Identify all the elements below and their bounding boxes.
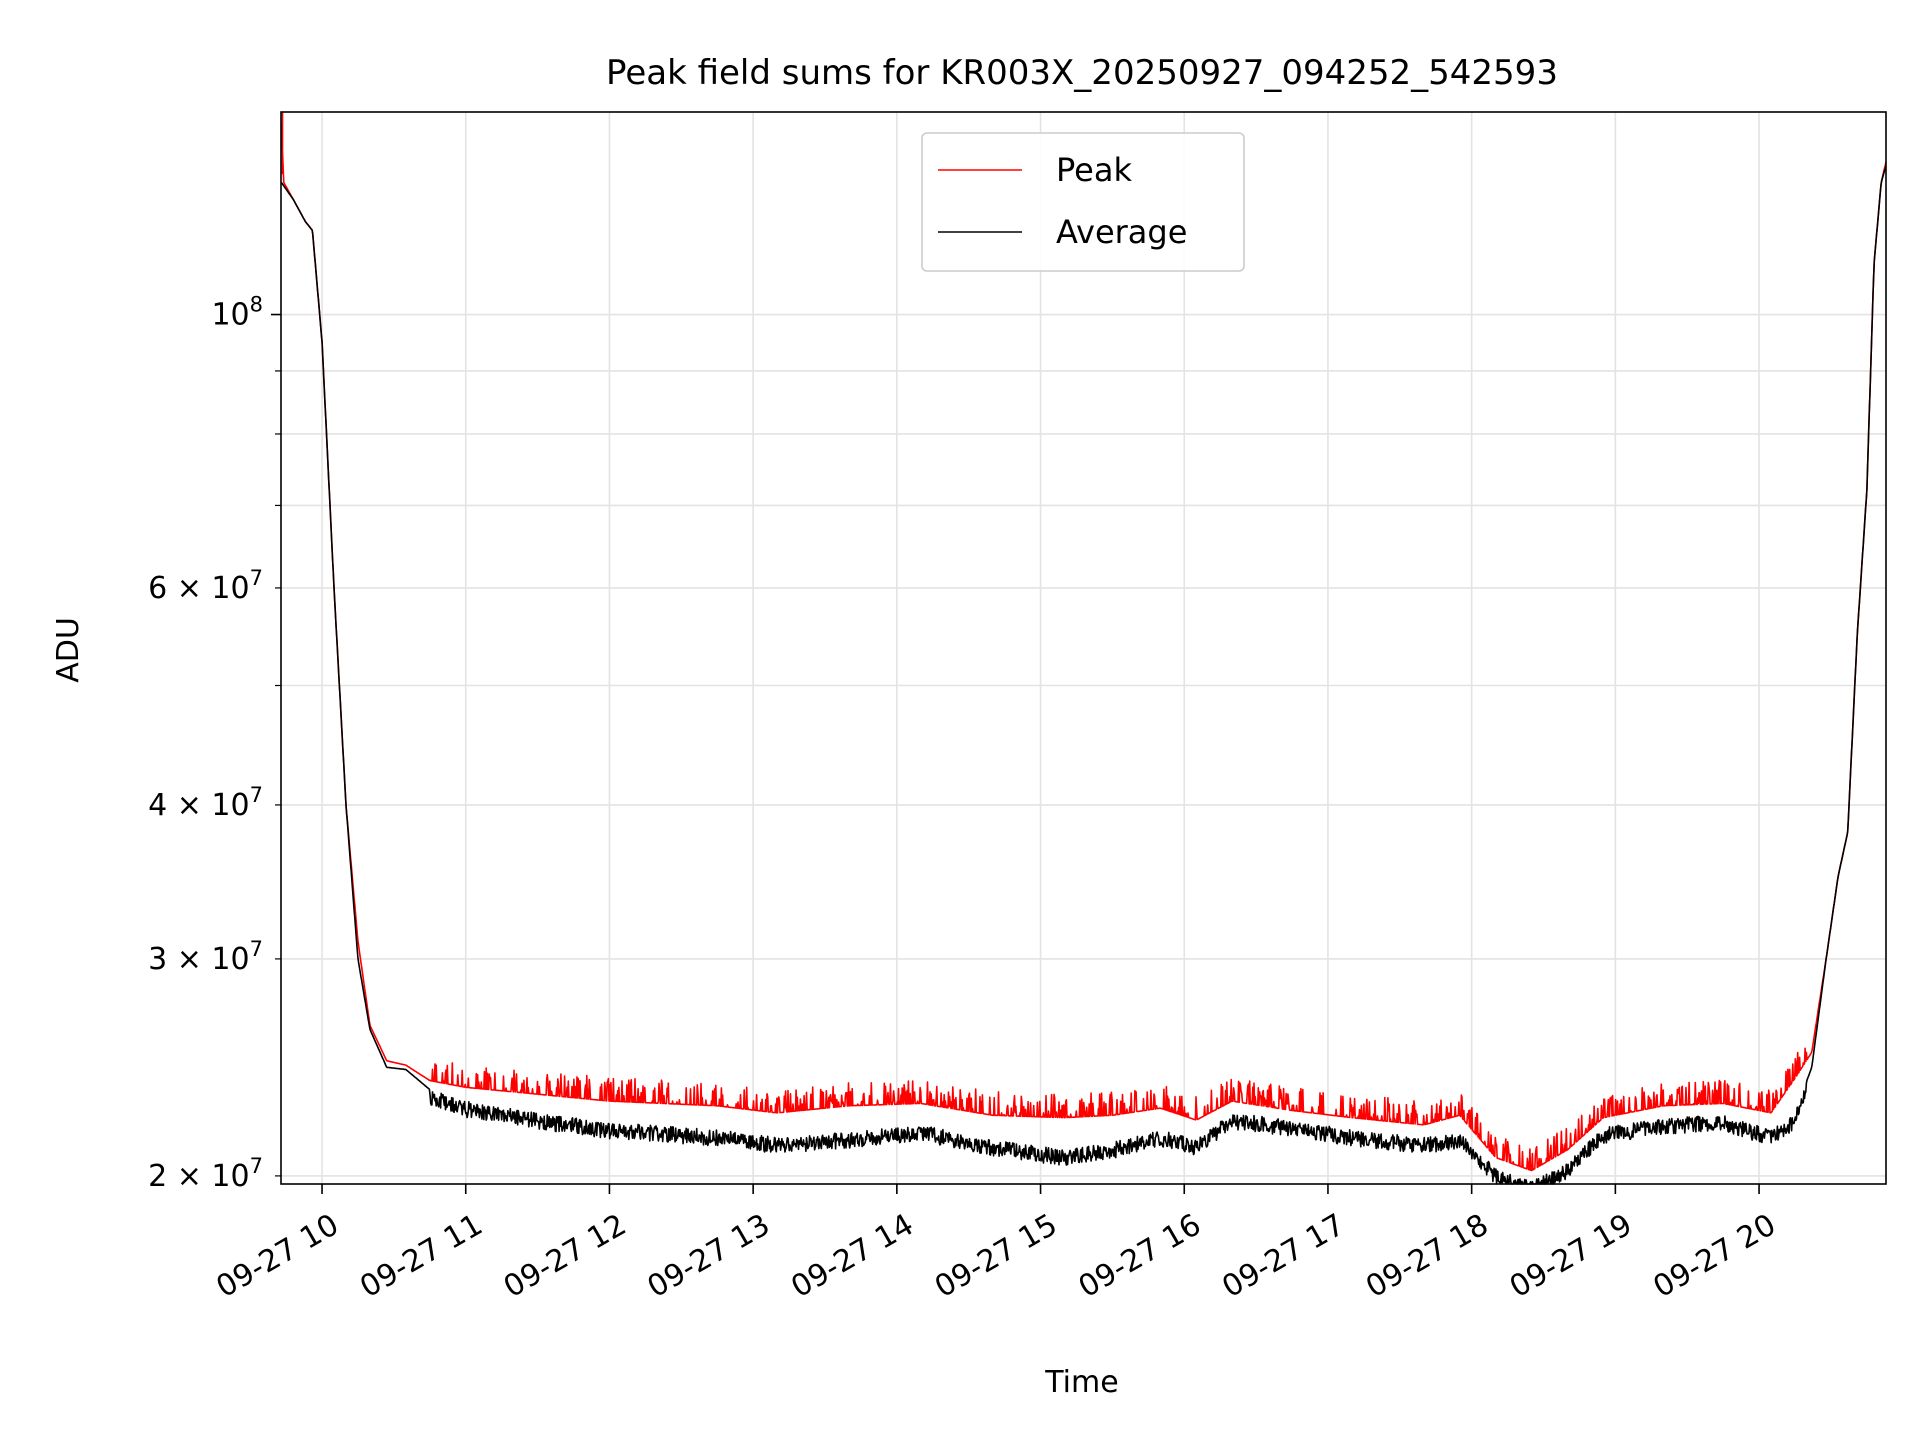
y-tick-label: 6 × 107: [148, 566, 263, 606]
series-line-average: [280, 165, 1887, 1185]
chart-title: Peak field sums for KR003X_20250927_0942…: [606, 53, 1558, 93]
legend-label-peak: Peak: [1056, 151, 1132, 189]
plot-lines: [280, 112, 1887, 1185]
y-tick-label: 2 × 107: [148, 1154, 263, 1194]
y-tick-label: 108: [211, 293, 263, 333]
legend: Peak Average: [921, 132, 1245, 272]
plot-frame: [280, 111, 1887, 1185]
legend-box: [921, 132, 1245, 272]
y-tick-label: 4 × 107: [148, 783, 263, 823]
legend-label-average: Average: [1056, 213, 1187, 251]
y-axis-label: ADU: [51, 617, 86, 683]
x-axis-label: Time: [1044, 1365, 1118, 1400]
y-tick-label: 3 × 107: [148, 937, 263, 977]
grid: [281, 112, 1886, 1184]
series-line-peak: [280, 112, 1887, 1172]
